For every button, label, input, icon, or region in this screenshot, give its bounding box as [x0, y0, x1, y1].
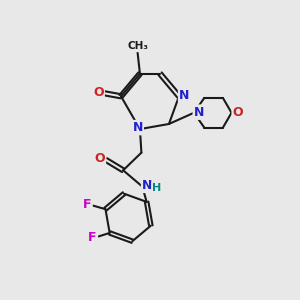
Text: N: N — [194, 106, 204, 119]
Text: O: O — [94, 152, 105, 165]
Text: F: F — [83, 198, 92, 211]
Text: O: O — [233, 106, 243, 119]
Text: N: N — [132, 121, 143, 134]
Text: CH₃: CH₃ — [127, 41, 148, 51]
Text: N: N — [142, 179, 152, 192]
Text: O: O — [93, 86, 104, 99]
Text: H: H — [152, 183, 162, 193]
Text: N: N — [179, 89, 190, 102]
Text: F: F — [88, 231, 97, 244]
